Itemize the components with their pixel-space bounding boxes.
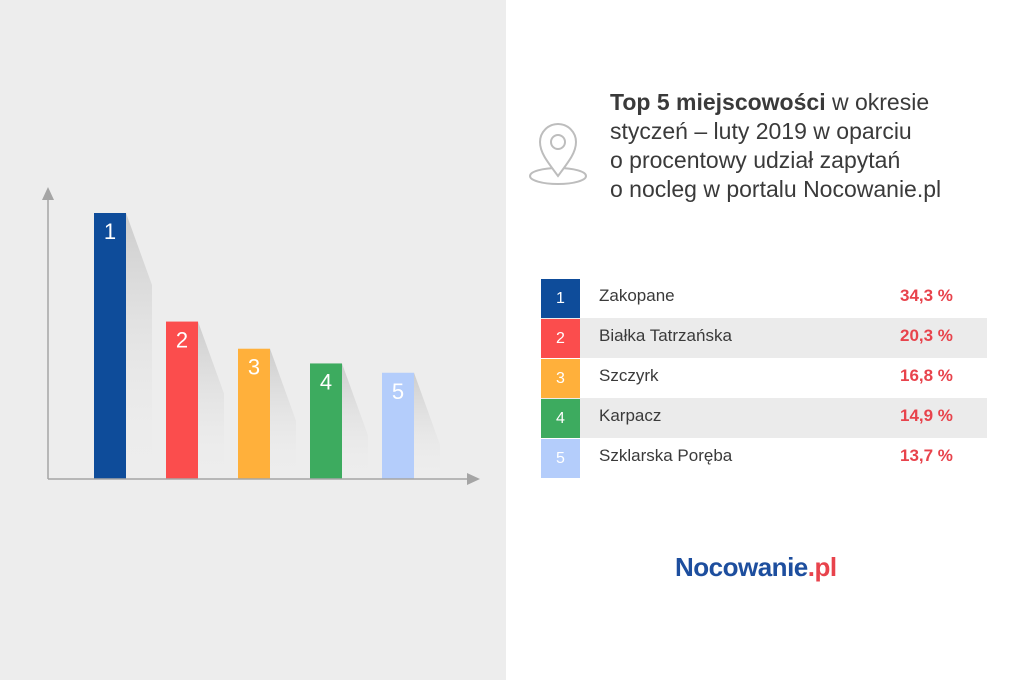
bar-label-4: 4	[320, 369, 332, 394]
bar-label-5: 5	[392, 379, 404, 404]
place-percent-5: 13,7 %	[900, 446, 953, 465]
ranking-row-3: 3 Szczyrk 16,8 %	[541, 358, 987, 398]
title-line-1-rest: w okresie	[825, 89, 930, 115]
place-percent-4: 14,9 %	[900, 406, 953, 425]
bar-shadow-5	[414, 372, 440, 479]
title-line-1: Top 5 miejscowości w okresie	[610, 88, 1005, 117]
logo-tld: pl	[814, 552, 837, 582]
bar-label-2: 2	[176, 328, 188, 353]
title-line-4: o nocleg w portalu Nocowanie.pl	[610, 176, 942, 202]
bar-shadow-1	[126, 213, 152, 479]
rank-badge-3: 3	[541, 359, 580, 398]
bar-shadow-2	[198, 321, 224, 479]
chart-title: Top 5 miejscowości w okresie styczeń – l…	[610, 88, 1005, 204]
title-line-2: styczeń – luty 2019 w oparciu	[610, 118, 912, 144]
nocowanie-logo: Nocowanie.pl	[675, 552, 837, 583]
place-percent-2: 20,3 %	[900, 326, 953, 345]
rank-badge-1: 1	[541, 279, 580, 318]
place-percent-1: 34,3 %	[900, 286, 953, 305]
place-name-3: Szczyrk	[599, 366, 659, 385]
bar-label-3: 3	[248, 355, 260, 380]
bar-3	[238, 348, 270, 479]
bar-5	[382, 372, 414, 479]
ranking-row-1: 1 Zakopane 34,3 %	[541, 278, 987, 318]
bar-chart: 1 2 3 4 5	[42, 187, 480, 485]
bar-1	[94, 213, 126, 479]
title-bold: Top 5 miejscowości	[610, 89, 826, 115]
rank-badge-5: 5	[541, 439, 580, 478]
place-name-5: Szklarska Poręba	[599, 446, 733, 465]
bar-4	[310, 363, 342, 479]
title-line-3: o procentowy udział zapytań	[610, 147, 901, 173]
ranking-table: 1 Zakopane 34,3 % 2 Białka Tatrzańska 20…	[541, 278, 987, 478]
rank-badge-2: 2	[541, 319, 580, 358]
map-pin-icon	[529, 123, 587, 185]
logo-main: Nocowanie	[675, 552, 808, 582]
place-name-2: Białka Tatrzańska	[599, 326, 732, 345]
rank-badge-4: 4	[541, 399, 580, 438]
logo-dot: .	[807, 552, 815, 582]
bar-2	[166, 321, 198, 479]
place-percent-3: 16,8 %	[900, 366, 953, 385]
x-axis-arrow	[467, 473, 480, 485]
bar-shadow-4	[342, 363, 368, 479]
chart-panel: 1 2 3 4 5	[0, 0, 506, 680]
bar-shadow-3	[270, 348, 296, 479]
place-name-1: Zakopane	[599, 286, 675, 305]
place-name-4: Karpacz	[599, 406, 662, 425]
ranking-row-5: 5 Szklarska Poręba 13,7 %	[541, 438, 987, 478]
ranking-row-2: 2 Białka Tatrzańska 20,3 %	[541, 318, 987, 358]
y-axis-arrow	[42, 187, 54, 200]
bar-label-1: 1	[104, 219, 116, 244]
ranking-row-4: 4 Karpacz 14,9 %	[541, 398, 987, 438]
